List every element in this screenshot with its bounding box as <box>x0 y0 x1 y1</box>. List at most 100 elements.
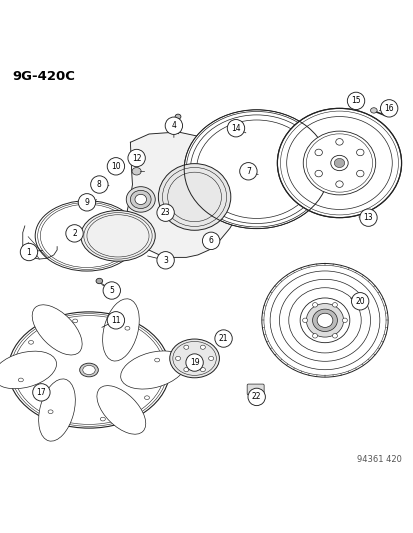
Ellipse shape <box>83 366 95 375</box>
Ellipse shape <box>144 396 149 400</box>
Text: 4: 4 <box>171 121 176 130</box>
Ellipse shape <box>196 120 316 219</box>
Circle shape <box>157 204 174 221</box>
Ellipse shape <box>332 303 337 307</box>
Ellipse shape <box>96 278 102 284</box>
Text: 23: 23 <box>160 208 170 217</box>
Ellipse shape <box>302 131 375 195</box>
Circle shape <box>239 163 256 180</box>
Circle shape <box>33 384 50 401</box>
Ellipse shape <box>200 345 205 349</box>
Ellipse shape <box>190 115 322 223</box>
Text: 9G-420C: 9G-420C <box>12 70 75 83</box>
Circle shape <box>351 293 368 310</box>
Circle shape <box>90 176 108 193</box>
Ellipse shape <box>97 385 145 434</box>
Ellipse shape <box>312 303 317 307</box>
Ellipse shape <box>330 155 347 171</box>
Text: 12: 12 <box>132 154 141 163</box>
Ellipse shape <box>299 298 349 343</box>
Text: 11: 11 <box>111 316 120 325</box>
Ellipse shape <box>130 190 151 208</box>
Ellipse shape <box>18 378 23 382</box>
Circle shape <box>214 330 232 347</box>
Circle shape <box>107 158 124 175</box>
Ellipse shape <box>100 417 105 421</box>
Ellipse shape <box>175 114 180 119</box>
Ellipse shape <box>312 309 337 332</box>
Ellipse shape <box>332 334 337 338</box>
Ellipse shape <box>135 195 146 205</box>
Circle shape <box>247 388 265 406</box>
Text: 9: 9 <box>84 198 89 207</box>
Ellipse shape <box>132 167 141 175</box>
Ellipse shape <box>200 368 205 372</box>
Ellipse shape <box>314 170 322 177</box>
Circle shape <box>66 225 83 242</box>
Ellipse shape <box>335 181 342 188</box>
Circle shape <box>157 252 174 269</box>
Ellipse shape <box>8 312 169 428</box>
Circle shape <box>380 100 397 117</box>
Circle shape <box>202 232 219 249</box>
Ellipse shape <box>335 139 342 145</box>
Circle shape <box>359 209 376 227</box>
Text: 5: 5 <box>109 286 114 295</box>
Circle shape <box>103 282 120 299</box>
Text: 20: 20 <box>354 297 364 306</box>
Ellipse shape <box>356 149 363 156</box>
Text: 1: 1 <box>26 247 31 256</box>
Text: 94361 420: 94361 420 <box>356 455 401 464</box>
Ellipse shape <box>312 334 317 338</box>
Ellipse shape <box>175 357 180 360</box>
Circle shape <box>107 312 124 329</box>
Text: 15: 15 <box>350 96 360 106</box>
Ellipse shape <box>261 263 387 377</box>
Circle shape <box>128 149 145 167</box>
Text: 7: 7 <box>245 167 250 176</box>
Text: 2: 2 <box>72 229 77 238</box>
Ellipse shape <box>125 326 130 330</box>
Ellipse shape <box>126 187 155 212</box>
Circle shape <box>347 92 364 110</box>
Ellipse shape <box>0 351 57 389</box>
Ellipse shape <box>28 341 33 344</box>
Ellipse shape <box>186 111 326 227</box>
Ellipse shape <box>35 200 138 271</box>
Text: 19: 19 <box>189 358 199 367</box>
Ellipse shape <box>38 379 75 441</box>
Ellipse shape <box>38 391 45 395</box>
Ellipse shape <box>81 211 155 261</box>
Ellipse shape <box>79 363 98 377</box>
Ellipse shape <box>169 339 219 378</box>
Text: 22: 22 <box>252 392 261 401</box>
Ellipse shape <box>370 108 376 113</box>
Ellipse shape <box>120 351 185 389</box>
Text: 14: 14 <box>230 124 240 133</box>
Ellipse shape <box>183 345 188 349</box>
Ellipse shape <box>184 110 328 229</box>
Circle shape <box>20 244 38 261</box>
Ellipse shape <box>316 313 332 327</box>
Text: 10: 10 <box>111 162 121 171</box>
Ellipse shape <box>356 170 363 177</box>
Text: 3: 3 <box>163 256 168 265</box>
Ellipse shape <box>306 304 343 337</box>
FancyBboxPatch shape <box>247 384 263 395</box>
Ellipse shape <box>342 318 347 322</box>
Text: 6: 6 <box>208 236 213 245</box>
Ellipse shape <box>190 355 198 362</box>
Ellipse shape <box>277 108 401 217</box>
Ellipse shape <box>154 358 159 362</box>
Text: 8: 8 <box>97 180 102 189</box>
Text: 17: 17 <box>36 388 46 397</box>
Ellipse shape <box>102 299 139 361</box>
Circle shape <box>165 117 182 134</box>
Ellipse shape <box>48 410 53 414</box>
Text: 16: 16 <box>383 104 393 113</box>
Circle shape <box>185 354 203 372</box>
Ellipse shape <box>73 319 78 323</box>
Ellipse shape <box>302 318 307 322</box>
Polygon shape <box>126 132 248 257</box>
Ellipse shape <box>314 149 322 156</box>
